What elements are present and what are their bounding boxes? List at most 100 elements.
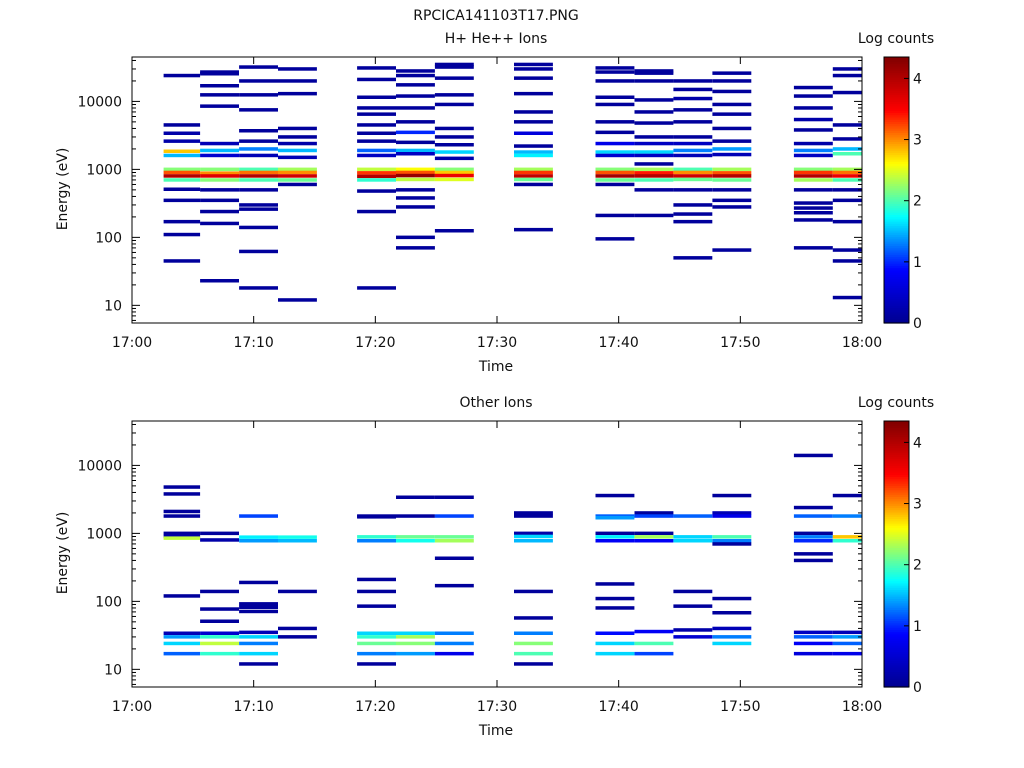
colorbar-segment xyxy=(884,289,909,293)
heatmap-cell xyxy=(200,188,239,192)
colorbar-segment xyxy=(884,94,909,98)
colorbar-segment xyxy=(884,596,909,599)
y-tick-label: 100 xyxy=(95,594,122,610)
heatmap-cell xyxy=(832,178,862,182)
colorbar-tick-label: 1 xyxy=(913,255,922,271)
colorbar-segment xyxy=(884,587,909,591)
heatmap-cell xyxy=(163,198,201,203)
heatmap-cell xyxy=(793,94,833,98)
heatmap-cells xyxy=(163,453,862,666)
colorbar-segment xyxy=(884,256,909,260)
heatmap-cell xyxy=(357,77,396,82)
colorbar-segment xyxy=(884,509,909,513)
heatmap-cell xyxy=(634,150,674,154)
heatmap-cell xyxy=(357,641,396,646)
heatmap-cell xyxy=(595,493,635,498)
heatmap-cell xyxy=(163,594,201,598)
heatmap-cell xyxy=(278,174,317,178)
heatmap-cell xyxy=(434,173,474,178)
heatmap-cell xyxy=(239,207,278,211)
colorbar-segment xyxy=(884,671,909,675)
heatmap-cell xyxy=(239,178,278,182)
heatmap-cell xyxy=(832,641,862,646)
colorbar-segment xyxy=(884,434,909,438)
heatmap-cell xyxy=(712,174,752,178)
heatmap-cell xyxy=(634,213,674,218)
colorbar-segment xyxy=(884,190,909,193)
heatmap-cell xyxy=(239,249,278,254)
colorbar-segment xyxy=(884,609,909,613)
colorbar-segment xyxy=(884,465,909,469)
colorbar-segment xyxy=(884,209,909,213)
heatmap-cell xyxy=(396,167,435,172)
heatmap-cell xyxy=(239,147,278,151)
heatmap-cell xyxy=(514,131,553,135)
colorbar-segment xyxy=(884,320,909,324)
heatmap-cell xyxy=(634,171,674,175)
heatmap-cell xyxy=(595,213,635,218)
heatmap-cell xyxy=(673,177,713,182)
heatmap-cell xyxy=(712,147,752,151)
colorbar-segment xyxy=(884,622,909,626)
colorbar-segment xyxy=(884,467,909,471)
heatmap-cell xyxy=(595,182,635,187)
heatmap-cell xyxy=(357,635,396,639)
heatmap-cell xyxy=(239,174,278,178)
heatmap-cell xyxy=(832,137,862,141)
heatmap-cell xyxy=(278,67,317,71)
colorbar-segment xyxy=(884,196,909,200)
heatmap-cell xyxy=(832,248,862,252)
heatmap-cell xyxy=(278,298,317,302)
heatmap-cell xyxy=(357,577,396,582)
colorbar-segment xyxy=(884,491,909,495)
heatmap-cell xyxy=(357,131,396,135)
heatmap-cell xyxy=(396,94,435,98)
heatmap-cell xyxy=(514,67,553,71)
colorbar-segment xyxy=(884,307,909,311)
heatmap-cell xyxy=(832,493,862,498)
colorbar-segment xyxy=(884,156,909,160)
heatmap-cell xyxy=(239,602,278,606)
colorbar-segment xyxy=(884,207,909,211)
heatmap-cell xyxy=(396,205,435,209)
heatmap-cell xyxy=(793,188,833,192)
heatmap-cell xyxy=(163,131,201,135)
y-tick-label: 10 xyxy=(104,662,122,678)
colorbar-segment xyxy=(884,565,909,568)
y-axis-label: Energy (eV) xyxy=(55,512,71,595)
x-tick-label: 17:40 xyxy=(598,699,638,715)
heatmap-cell xyxy=(396,246,435,250)
heatmap-cell xyxy=(595,237,635,241)
colorbar-segment xyxy=(884,85,909,89)
heatmap-cell xyxy=(357,174,396,179)
heatmap-cell xyxy=(396,188,435,192)
heatmap-cell xyxy=(595,651,635,656)
x-tick-label: 17:20 xyxy=(355,699,395,715)
colorbar-segment xyxy=(884,618,909,622)
heatmap-cell xyxy=(163,219,201,224)
heatmap-cell xyxy=(712,79,752,83)
colorbar-segment xyxy=(884,489,909,493)
colorbar-segment xyxy=(884,447,909,451)
heatmap-cell xyxy=(200,171,239,175)
colorbar-segment xyxy=(884,240,909,244)
colorbar-segment xyxy=(884,631,909,635)
heatmap-cell xyxy=(832,152,862,156)
heatmap-cell xyxy=(634,629,674,634)
heatmap-cell xyxy=(712,102,752,107)
heatmap-cell xyxy=(434,93,474,97)
colorbar-segment xyxy=(884,613,909,617)
colorbar-segment xyxy=(884,267,909,271)
heatmap-cell xyxy=(634,651,674,656)
colorbar-segment xyxy=(884,238,909,242)
colorbar-segment xyxy=(884,582,909,586)
colorbar-segment xyxy=(884,125,909,129)
heatmap-cell xyxy=(239,641,278,646)
heatmap-cell xyxy=(712,514,752,518)
colorbar-segment xyxy=(884,263,909,266)
heatmap-cell xyxy=(793,170,833,175)
heatmap-cell xyxy=(793,201,833,205)
heatmap-cell xyxy=(673,203,713,207)
heatmap-cell xyxy=(434,583,474,588)
colorbar-segment xyxy=(884,300,909,304)
